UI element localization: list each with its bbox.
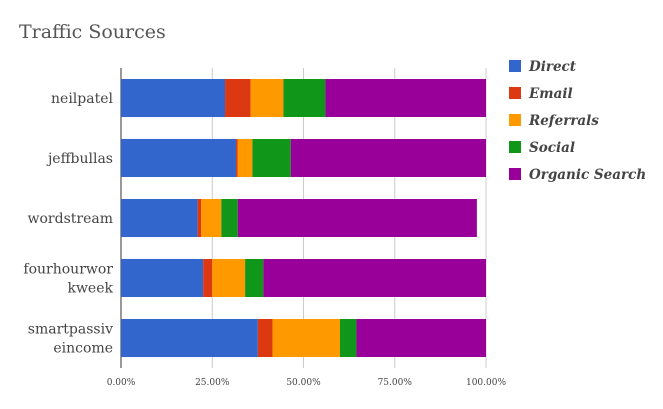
bar-segment — [121, 319, 258, 357]
x-tick-labels: 0.00% 25.00% 50.00% 75.00% 100.00% — [107, 378, 507, 388]
bar-segment — [121, 199, 198, 237]
bar-segment — [250, 79, 284, 117]
bar-segment — [121, 139, 236, 177]
category-label: fourhourwor kweek — [23, 262, 113, 297]
legend-swatch — [509, 60, 521, 72]
bar-segment — [245, 259, 264, 297]
x-tick-label: 25.00% — [195, 378, 230, 388]
bar-segment — [325, 79, 486, 117]
category-label: smartpassiv eincome — [28, 322, 113, 357]
category-labels: neilpatel jeffbullas wordstream fourhourwor… — [23, 91, 113, 357]
bar-segment — [237, 139, 253, 177]
bar-segment — [257, 319, 273, 357]
legend: Direct Email Referrals Social Organic Search — [509, 59, 646, 183]
category-label: wordstream — [28, 211, 113, 227]
legend-swatch — [509, 87, 521, 99]
category-label: neilpatel — [51, 91, 113, 107]
bar-segment — [356, 319, 486, 357]
bar-segment — [237, 199, 477, 237]
bar-segment — [201, 199, 222, 237]
x-tick-label: 100.00% — [466, 378, 506, 388]
legend-label: Social — [529, 140, 575, 156]
chart-title: Traffic Sources — [19, 21, 166, 43]
bar-segment — [197, 199, 202, 237]
bar-segment — [263, 259, 486, 297]
bar-segment — [272, 319, 340, 357]
legend-swatch — [509, 141, 521, 153]
x-tick-label: 50.00% — [286, 378, 321, 388]
bar-segment — [252, 139, 291, 177]
bar-segment — [212, 259, 246, 297]
legend-label: Organic Search — [529, 167, 646, 183]
legend-label: Direct — [528, 59, 577, 75]
bar-segment — [121, 259, 204, 297]
legend-label: Email — [528, 86, 573, 102]
legend-swatch — [509, 168, 521, 180]
bar-segment — [290, 139, 486, 177]
bar-segment — [283, 79, 326, 117]
category-label: jeffbullas — [46, 151, 113, 167]
legend-swatch — [509, 114, 521, 126]
x-tick-label: 75.00% — [378, 378, 413, 388]
x-tick-label: 0.00% — [107, 378, 136, 388]
bar-segment — [121, 79, 226, 117]
bar-segment — [340, 319, 357, 357]
bar-segment — [203, 259, 213, 297]
bar-segment — [225, 79, 251, 117]
bar-segment — [235, 139, 238, 177]
legend-label: Referrals — [528, 113, 599, 129]
bars — [121, 79, 486, 357]
bar-segment — [221, 199, 238, 237]
